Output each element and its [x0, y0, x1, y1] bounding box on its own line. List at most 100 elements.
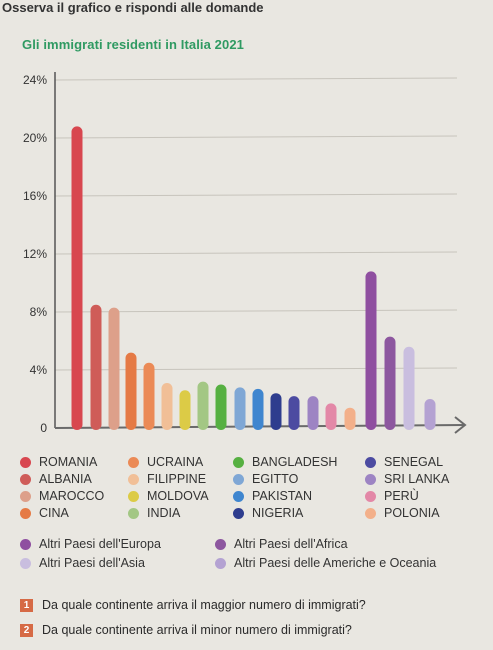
bar — [108, 307, 120, 430]
legend-group-item: Altri Paesi dell'Europa — [20, 537, 161, 551]
legend-label: BANGLADESH — [252, 455, 338, 469]
legend-item: BANGLADESH — [233, 455, 337, 469]
bar — [344, 407, 356, 430]
legend-label: PAKISTAN — [252, 489, 312, 503]
gridline — [54, 251, 458, 255]
legend-swatch — [215, 538, 226, 550]
bar — [365, 271, 377, 430]
legend-swatch — [20, 456, 31, 468]
bar — [424, 399, 436, 430]
question-1: 1 Da quale continente arriva il maggior … — [20, 598, 366, 612]
legend-label: NIGERIA — [252, 506, 304, 520]
y-tick-label: 20% — [23, 131, 47, 145]
y-tick-label: 4% — [30, 363, 48, 377]
legend-label: Altri Paesi dell'Europa — [39, 537, 161, 551]
legend-label: INDIA — [147, 506, 181, 520]
bar — [384, 336, 396, 430]
bar — [197, 381, 209, 430]
bar — [270, 393, 282, 430]
bar — [403, 346, 415, 430]
legend-item: POLONIA — [365, 506, 440, 520]
legend-swatch — [365, 473, 376, 485]
gridline — [54, 135, 458, 139]
y-tick-label: 24% — [23, 73, 47, 87]
legend-item: MAROCCO — [20, 489, 104, 503]
question-1-text: Da quale continente arriva il maggior nu… — [42, 598, 366, 612]
legend-item: FILIPPINE — [128, 472, 206, 486]
legend-swatch — [365, 490, 376, 502]
gridline — [54, 193, 458, 197]
bar — [307, 396, 319, 430]
question-1-number: 1 — [20, 598, 33, 612]
instruction-text: Osserva il grafico e rispondi alle doman… — [2, 0, 264, 15]
legend-swatch — [128, 473, 139, 485]
bar — [143, 362, 155, 430]
bar — [179, 390, 191, 430]
legend-label: CINA — [39, 506, 69, 520]
legend-label: ALBANIA — [39, 472, 92, 486]
legend-item: SENEGAL — [365, 455, 443, 469]
legend-item: SRI LANKA — [365, 472, 449, 486]
legend-swatch — [233, 456, 244, 468]
bar — [325, 403, 337, 430]
bar — [125, 352, 137, 430]
legend-label: Altri Paesi dell'Africa — [234, 537, 348, 551]
legend-swatch — [128, 456, 139, 468]
legend-item: PAKISTAN — [233, 489, 312, 503]
legend-swatch — [233, 507, 244, 519]
legend-item: CINA — [20, 506, 69, 520]
bar — [288, 396, 300, 430]
legend-item: INDIA — [128, 506, 180, 520]
chart-title: Gli immigrati residenti in Italia 2021 — [22, 37, 244, 52]
x-axis-arrow — [454, 416, 467, 434]
legend-label: Altri Paesi dell'Asia — [39, 556, 145, 570]
gridline — [54, 77, 458, 81]
legend-group-item: Altri Paesi dell'Africa — [215, 537, 348, 551]
legend-swatch — [20, 473, 31, 485]
legend-swatch — [215, 557, 226, 569]
legend-swatch — [365, 507, 376, 519]
legend-label: Altri Paesi delle Americhe e Oceania — [234, 556, 437, 570]
gridline — [54, 309, 458, 313]
legend-group-item: Altri Paesi dell'Asia — [20, 556, 145, 570]
legend-item: MOLDOVA — [128, 489, 209, 503]
legend-swatch — [20, 538, 31, 550]
legend-label: UCRAINA — [147, 455, 204, 469]
bar — [161, 383, 173, 430]
legend-label: MOLDOVA — [147, 489, 209, 503]
bar — [252, 388, 264, 430]
legend-swatch — [128, 490, 139, 502]
question-2-number: 2 — [20, 623, 33, 637]
bar — [215, 384, 227, 430]
y-tick-label: 16% — [23, 189, 47, 203]
question-2: 2 Da quale continente arriva il minor nu… — [20, 623, 352, 637]
bar — [90, 304, 102, 430]
legend-label: SRI LANKA — [384, 472, 450, 486]
legend-label: MAROCCO — [39, 489, 105, 503]
legend-item: ROMANIA — [20, 455, 97, 469]
legend-item: UCRAINA — [128, 455, 203, 469]
legend-swatch — [20, 557, 31, 569]
legend-label: PERÙ — [384, 489, 419, 503]
legend-swatch — [20, 490, 31, 502]
y-tick-label: 12% — [23, 247, 47, 261]
legend-label: ROMANIA — [39, 455, 98, 469]
y-tick-label: 0 — [40, 421, 47, 435]
legend-label: EGITTO — [252, 472, 299, 486]
legend-item: NIGERIA — [233, 506, 303, 520]
bar — [234, 387, 246, 430]
legend-swatch — [233, 473, 244, 485]
legend-swatch — [128, 507, 139, 519]
legend-swatch — [365, 456, 376, 468]
legend-label: SENEGAL — [384, 455, 444, 469]
bar-chart: 24% 20% 16% 12% 8% 4% 0 — [23, 72, 467, 435]
legend-swatch — [20, 507, 31, 519]
legend-item: PERÙ — [365, 489, 419, 503]
legend-swatch — [233, 490, 244, 502]
legend-item: ALBANIA — [20, 472, 92, 486]
y-tick-label: 8% — [30, 305, 48, 319]
legend-label: POLONIA — [384, 506, 440, 520]
bar — [71, 126, 83, 431]
legend-label: FILIPPINE — [147, 472, 207, 486]
question-2-text: Da quale continente arriva il minor nume… — [42, 623, 352, 637]
